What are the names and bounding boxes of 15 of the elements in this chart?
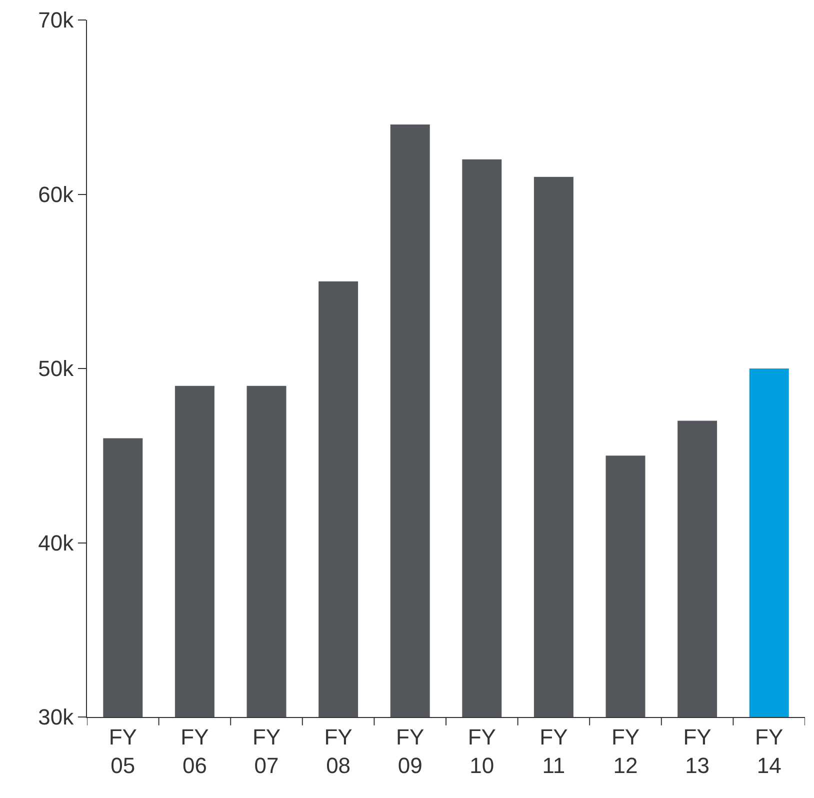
y-tick-label: 70k <box>38 8 75 33</box>
x-tick-label: FY 11 <box>540 724 568 778</box>
x-tick-label: FY 05 <box>108 724 138 778</box>
x-tick-label: FY 14 <box>755 724 784 778</box>
x-tick-label: FY 13 <box>683 724 712 778</box>
x-tick-label: FY 09 <box>396 724 424 778</box>
x-tick-label: FY 10 <box>468 724 496 778</box>
y-tick-label: 60k <box>38 182 75 207</box>
y-tick-label: 50k <box>38 356 75 382</box>
y-tick-label: 40k <box>38 530 75 556</box>
x-tick-label: FY 08 <box>324 724 353 778</box>
x-tick-label: FY 06 <box>180 724 210 778</box>
x-tick-label: FY 07 <box>252 724 281 778</box>
x-tick-label: FY 12 <box>611 724 640 778</box>
y-tick-label: 30k <box>38 704 75 730</box>
